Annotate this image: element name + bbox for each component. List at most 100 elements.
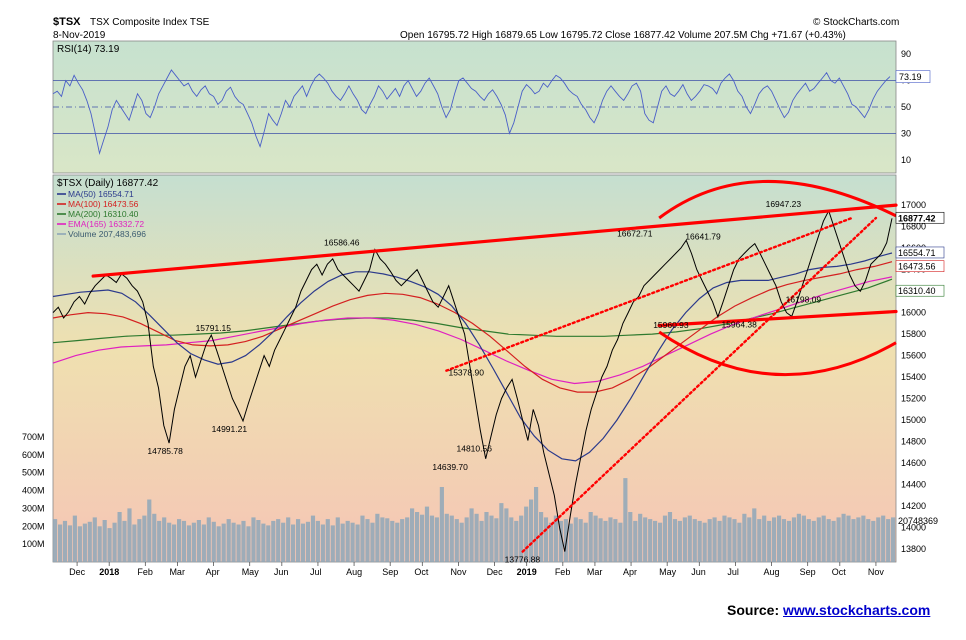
price-panel-title: $TSX (Daily) 16877.42	[57, 178, 159, 189]
volume-bar	[360, 515, 365, 562]
volume-bar	[281, 522, 286, 562]
volume-bar	[196, 520, 201, 562]
source-link[interactable]: www.stockcharts.com	[783, 602, 931, 618]
price-annotation: 15964.38	[721, 319, 757, 329]
volume-bar	[172, 524, 177, 562]
volume-bar	[608, 517, 613, 562]
volume-bar	[410, 508, 415, 562]
price-value-tag	[895, 260, 945, 272]
volume-bar	[568, 523, 573, 562]
volume-bar	[439, 487, 444, 562]
price-tick-label: 14000	[901, 523, 926, 533]
volume-bar	[658, 522, 663, 562]
x-tick-label: 2018	[99, 567, 119, 577]
volume-bar	[226, 519, 231, 562]
x-tick-label: 2019	[517, 567, 537, 577]
volume-bar	[112, 522, 117, 562]
volume-bar	[573, 517, 578, 562]
volume-bar	[856, 517, 861, 562]
price-tick-label: 14200	[901, 501, 926, 511]
volume-bar	[305, 521, 311, 562]
price-annotation: 15378.90	[448, 367, 484, 377]
source-prefix: Source:	[727, 602, 784, 618]
rsi-tick-label: 10	[901, 155, 911, 165]
volume-bar	[315, 520, 320, 562]
volume-bar	[539, 512, 544, 562]
volume-bar	[821, 515, 826, 562]
volume-bar	[286, 517, 291, 562]
volume-tick-label: 100M	[22, 539, 45, 549]
volume-bar	[395, 522, 400, 562]
volume-bar	[330, 525, 335, 562]
volume-bar	[633, 520, 638, 562]
volume-bar	[147, 499, 152, 562]
x-tick-label: Dec	[487, 567, 504, 577]
volume-bar	[781, 519, 787, 562]
volume-bar	[102, 520, 107, 562]
rounding-bottom-arc	[658, 330, 897, 377]
volume-bar	[449, 515, 454, 562]
x-tick-label: Apr	[623, 567, 637, 577]
price-annotation: 14785.78	[147, 446, 183, 456]
x-tick-label: Apr	[206, 567, 220, 577]
volume-bar	[310, 515, 316, 562]
price-annotation: 13776.88	[505, 555, 541, 565]
volume-bar	[400, 519, 405, 562]
volume-bar	[727, 517, 732, 562]
volume-bar	[762, 515, 767, 562]
volume-bar	[241, 520, 246, 562]
x-tick-label: Nov	[868, 567, 885, 577]
volume-bar	[82, 523, 87, 562]
volume-bar	[891, 517, 896, 562]
volume-bar	[340, 523, 345, 562]
price-tick-label: 16000	[901, 308, 926, 318]
volume-bar	[722, 515, 727, 562]
volume-bar	[216, 526, 221, 562]
volume-bar	[459, 522, 464, 562]
volume-bar	[122, 520, 127, 562]
volume-bar	[211, 521, 216, 562]
volume-bar	[375, 513, 380, 562]
volume-bar	[623, 478, 628, 562]
volume-bar	[186, 525, 192, 562]
volume-bar	[494, 518, 499, 563]
volume-bar	[87, 521, 92, 562]
volume-bar	[355, 524, 360, 562]
x-tick-label: Jul	[727, 567, 739, 577]
volume-bar	[881, 515, 886, 562]
volume-bar	[77, 526, 82, 562]
volume-bar	[717, 520, 722, 562]
price-value-tag-text: 16310.40	[898, 286, 936, 296]
volume-bar	[682, 517, 687, 562]
legend-entry: MA(100) 16473.56	[68, 199, 139, 209]
volume-bar	[92, 517, 97, 562]
volume-bar	[276, 519, 281, 562]
volume-bar	[553, 515, 558, 562]
volume-bar	[861, 515, 866, 562]
chart-symbol: $TSX	[53, 16, 81, 28]
x-tick-label: Dec	[69, 567, 86, 577]
chart-copyright: © StockCharts.com	[813, 17, 899, 28]
volume-bar	[558, 520, 563, 562]
price-value-tag-text: 16473.56	[898, 262, 936, 272]
ema165-line	[52, 276, 893, 385]
volume-bar	[692, 519, 697, 562]
rsi-tick-label: 50	[901, 102, 911, 112]
volume-bar	[137, 519, 142, 562]
rsi-label: RSI(14) 73.19	[57, 44, 120, 55]
price-annotation: 14639.70	[432, 462, 468, 472]
volume-bar	[757, 519, 762, 562]
chart-ohlc: Open 16795.72 High 16879.65 Low 16795.72…	[400, 30, 846, 41]
volume-bar	[737, 522, 742, 562]
volume-bar	[177, 519, 182, 562]
volume-bar	[142, 515, 147, 562]
rsi-tick-label: 30	[901, 128, 911, 138]
volume-bar	[231, 522, 236, 562]
price-annotation: 14810.56	[457, 443, 493, 453]
x-tick-label: Mar	[587, 567, 603, 577]
volume-bar	[598, 518, 603, 563]
volume-bar	[707, 519, 712, 562]
volume-bar	[677, 520, 682, 562]
